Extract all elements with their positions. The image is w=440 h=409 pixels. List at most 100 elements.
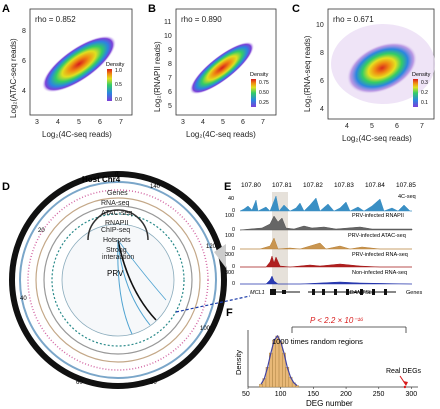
interaction-link-4 xyxy=(117,239,167,301)
panel-letter-e: E xyxy=(224,181,231,193)
ymax-rnapii: 100 xyxy=(225,213,234,219)
f-xtick: 100 xyxy=(275,391,287,398)
histogram-bar xyxy=(295,385,299,388)
f-xtick: 200 xyxy=(340,391,352,398)
xlabel-f: DEG number xyxy=(306,399,353,408)
ymin-atac: 0 xyxy=(232,246,235,252)
signal-non-rna xyxy=(240,275,413,285)
prv-arc xyxy=(87,209,149,241)
panel-letter-d: D xyxy=(2,181,10,193)
ylabel-b: Log₂(RNAPII reads) xyxy=(153,41,162,112)
gene-adamtsl4: ADAMTSL4 xyxy=(345,290,375,296)
label-prv-rna: PRV-infected RNA-seq xyxy=(352,252,408,258)
zoom-wedge xyxy=(214,244,226,268)
ylabel-a: Log₂(ATAC-seq reads) xyxy=(9,38,18,118)
ring-tick-60: 60 xyxy=(76,380,83,386)
ytick-b-5: 5 xyxy=(168,103,172,110)
f-xticks: 50 100 150 200 250 300 xyxy=(242,387,417,398)
xtick-e-0: 107.80 xyxy=(241,182,261,189)
ymin-nonrna: 0 xyxy=(232,281,235,287)
legend-bar-c xyxy=(413,79,418,107)
ytick-c-6: 6 xyxy=(320,78,324,85)
track-label-interaction: interaction xyxy=(102,254,134,261)
ytick-a-4: 4 xyxy=(22,88,26,95)
legend-tick-a-mid: 0.5 xyxy=(115,82,122,88)
xtick-b-7: 7 xyxy=(261,119,265,126)
xlabel-b: Log₂(4C-seq reads) xyxy=(186,130,256,139)
track-prv-rna-e: 300 0 PRV-infected RNA-seq xyxy=(225,252,412,270)
track-4c: 40 0 4C-seq xyxy=(228,194,416,214)
label-atac: PRV-infected ATAC-seq xyxy=(348,233,406,239)
xtick-c-7: 7 xyxy=(420,123,424,130)
ytick-b-11: 11 xyxy=(164,19,171,26)
ytick-b-6: 6 xyxy=(168,89,172,96)
ring-tick-100: 100 xyxy=(200,326,211,332)
xtick-e-5: 107.85 xyxy=(396,182,416,189)
histogram-bar xyxy=(278,341,283,388)
track-hotspots xyxy=(51,213,185,347)
legend-title-b: Density xyxy=(250,72,269,78)
signal-rnapii xyxy=(239,215,413,231)
xtick-a-6: 6 xyxy=(98,119,102,126)
ytick-c-4: 4 xyxy=(320,106,324,113)
legend-bar-b xyxy=(251,79,256,107)
circos-title: Host Chr4 xyxy=(82,175,121,184)
histogram-bar xyxy=(259,383,263,388)
density-curve xyxy=(260,334,298,387)
f-xtick: 50 xyxy=(242,391,250,398)
xtick-c-6: 6 xyxy=(395,123,399,130)
label-non-rna: Non-infected RNA-seq xyxy=(352,270,407,276)
xtick-b-4: 4 xyxy=(201,119,205,126)
density-blob-b xyxy=(189,41,255,95)
legend-title-c: Density xyxy=(412,72,431,78)
interaction-link-3 xyxy=(117,239,133,335)
xtick-e-4: 107.84 xyxy=(365,182,385,189)
p-value: P < 2.2 × 10⁻¹⁶ xyxy=(310,316,364,325)
interaction-link-2 xyxy=(117,239,157,321)
track-label-strong: Strong xyxy=(106,247,127,254)
genes-track: MCL1 ADAMTSL4 Genes xyxy=(250,289,422,296)
panel-letter-c: C xyxy=(292,3,300,15)
ymax-nonrna: 300 xyxy=(225,270,234,276)
track-non-rna-e: 300 0 Non-infected RNA-seq xyxy=(225,270,413,287)
ymax-prvrna: 300 xyxy=(225,252,234,258)
ytick-b-7: 7 xyxy=(168,75,172,82)
label-rnapii: PRV-infected RNAPII xyxy=(352,213,404,219)
prv-label: PRV xyxy=(107,269,124,278)
histogram-bars xyxy=(259,335,407,389)
f-xtick: 250 xyxy=(373,391,385,398)
density-blob-c xyxy=(346,41,418,95)
signal-4c xyxy=(239,195,412,212)
signal-prv-rna xyxy=(240,255,412,268)
real-degs-label: Real DEGs xyxy=(386,368,422,375)
xtick-b-3: 3 xyxy=(181,119,185,126)
xtick-a-3: 3 xyxy=(35,119,39,126)
xtick-c-5: 5 xyxy=(370,123,374,130)
ring-tick-20: 20 xyxy=(38,228,45,234)
track-atacseq xyxy=(35,197,201,363)
rho-a: rho = 0.852 xyxy=(35,15,76,24)
rho-b: rho = 0.890 xyxy=(181,15,222,24)
track-atac-e: 100 0 PRV-infected ATAC-seq xyxy=(225,233,412,252)
real-degs-point xyxy=(403,385,407,389)
legend-tick-c-mid: 0.2 xyxy=(421,90,428,96)
real-degs-arrowhead xyxy=(403,381,408,386)
gene-mcl1: MCL1 xyxy=(250,290,265,296)
density-blob-a xyxy=(41,35,117,93)
track-label-genes: Genes xyxy=(107,190,128,197)
ytick-c-10: 10 xyxy=(316,22,324,29)
chromosome-ring xyxy=(9,171,227,389)
rho-c: rho = 0.671 xyxy=(333,15,374,24)
xtick-b-6: 6 xyxy=(241,119,245,126)
f-xtick: 300 xyxy=(405,391,417,398)
ylabel-f: Density xyxy=(234,350,243,375)
ylabel-c: Log₂(RNA-seq reads) xyxy=(303,35,312,112)
legend-tick-b-mid: 0.50 xyxy=(259,90,269,96)
legend-tick-a-top: 1.0 xyxy=(115,68,122,74)
panel-letter-b: B xyxy=(148,3,156,15)
